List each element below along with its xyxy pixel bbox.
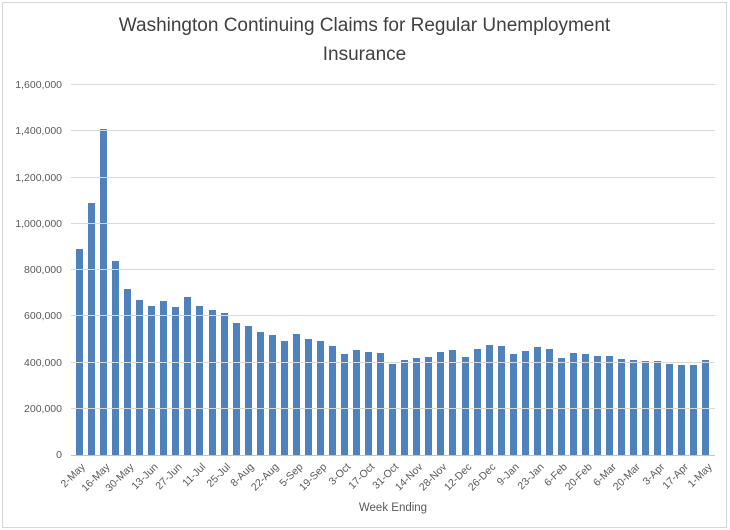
bar bbox=[581, 354, 589, 455]
bar bbox=[208, 310, 216, 455]
bar bbox=[196, 305, 204, 455]
bar bbox=[377, 353, 385, 455]
bar bbox=[630, 360, 638, 455]
bar bbox=[401, 360, 409, 455]
bar bbox=[124, 288, 132, 455]
gridline bbox=[71, 361, 715, 363]
bar bbox=[533, 347, 541, 455]
x-axis-title: Week Ending bbox=[358, 502, 428, 514]
bar bbox=[280, 340, 288, 455]
bar bbox=[100, 128, 108, 455]
y-axis-tick-label: 1,600,000 bbox=[15, 79, 62, 91]
y-axis-tick-label: 1,400,000 bbox=[15, 125, 62, 138]
bar bbox=[449, 349, 457, 455]
bar-series bbox=[71, 85, 715, 455]
bar bbox=[172, 307, 180, 455]
x-axis-labels: 2-May 16-May 30-May 13-Jun 27-Jun 11-Jul 25-Ju… bbox=[59, 457, 715, 505]
bar bbox=[112, 260, 120, 455]
bar bbox=[184, 296, 192, 455]
bar bbox=[557, 357, 565, 455]
bar bbox=[148, 305, 156, 455]
bar bbox=[328, 346, 336, 455]
x-axis-tick-label: 23-Jan bbox=[514, 461, 547, 493]
bar bbox=[76, 249, 83, 455]
x-axis-tick-label: 27-Jun bbox=[153, 461, 185, 493]
bar bbox=[473, 348, 481, 455]
y-axis-tick-label: 800,000 bbox=[24, 264, 62, 276]
chart-title: Washington Continuing Claims for Regular… bbox=[118, 15, 611, 65]
gridline bbox=[71, 222, 715, 224]
x-axis-tick-label: 11-Jul bbox=[180, 461, 209, 490]
bar bbox=[244, 325, 252, 455]
bar bbox=[220, 312, 228, 455]
bar bbox=[389, 363, 397, 455]
bar bbox=[292, 333, 300, 455]
bar bbox=[256, 332, 264, 455]
bar bbox=[545, 348, 553, 455]
gridline bbox=[71, 315, 715, 317]
y-axis-tick-label: 1,000,000 bbox=[15, 217, 62, 230]
bar bbox=[618, 359, 626, 455]
bar bbox=[160, 301, 168, 455]
bar bbox=[606, 355, 614, 455]
bar bbox=[437, 352, 445, 455]
bar bbox=[88, 202, 96, 455]
bar bbox=[413, 357, 421, 455]
x-axis-tick-label: 1-May bbox=[685, 461, 715, 491]
bar bbox=[232, 323, 240, 455]
bar bbox=[136, 300, 144, 455]
bar bbox=[509, 354, 517, 455]
bar bbox=[485, 345, 493, 455]
x-axis-tick-label: 25-Jul bbox=[203, 461, 233, 490]
y-axis-tick-label: 200,000 bbox=[24, 402, 62, 415]
bar bbox=[461, 356, 469, 455]
x-axis-tick-label: 13-Jun bbox=[129, 461, 161, 493]
bar bbox=[594, 355, 602, 455]
bar bbox=[678, 364, 686, 455]
bar bbox=[268, 334, 276, 455]
bar bbox=[666, 363, 674, 455]
bar bbox=[497, 346, 505, 455]
gridline bbox=[71, 407, 715, 409]
y-axis-tick-label: 1,200,000 bbox=[15, 171, 62, 184]
plot-area: 0 200,000 400,000 600,000 800,000 1,000,000 1,… bbox=[15, 79, 715, 461]
gridline bbox=[71, 130, 715, 132]
bar bbox=[521, 350, 529, 455]
bar bbox=[341, 354, 349, 455]
y-axis-tick-label: 600,000 bbox=[24, 310, 62, 323]
x-axis-tick-label: 17-Oct bbox=[346, 461, 378, 492]
bar bbox=[316, 340, 324, 455]
bar bbox=[690, 364, 698, 455]
bar bbox=[569, 353, 577, 455]
y-axis-tick-label: 0 bbox=[56, 449, 62, 461]
y-axis-tick-label: 400,000 bbox=[24, 356, 62, 369]
bar bbox=[425, 356, 433, 455]
bar bbox=[702, 360, 710, 455]
gridline bbox=[71, 84, 715, 85]
bar bbox=[304, 339, 312, 455]
gridline bbox=[71, 176, 715, 178]
bar bbox=[353, 349, 361, 455]
bar bbox=[365, 352, 373, 455]
gridline bbox=[71, 269, 715, 270]
